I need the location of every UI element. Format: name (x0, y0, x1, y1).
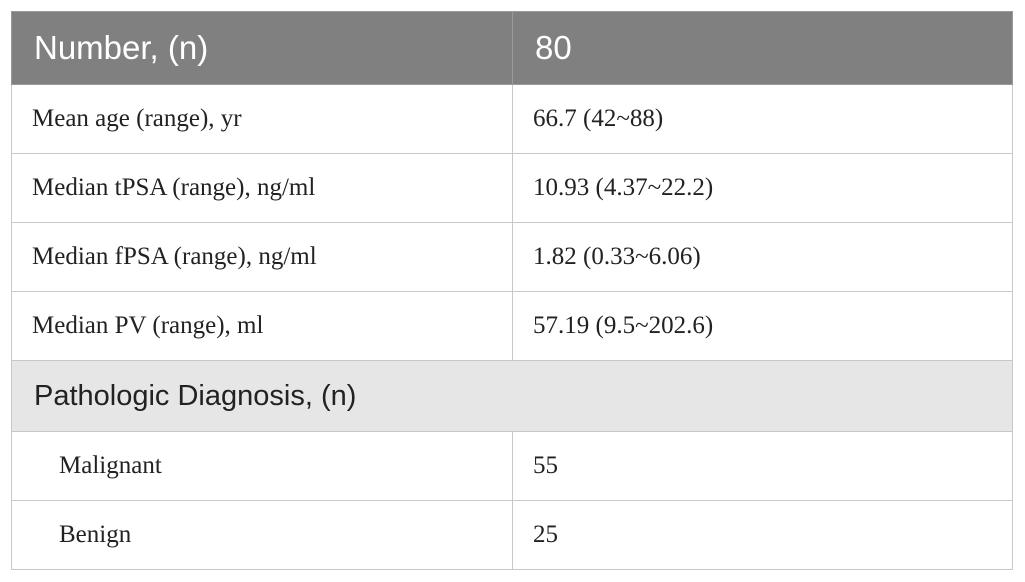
row-label-cell: Median tPSA (range), ng/ml (11, 153, 513, 223)
table-row: Malignant 55 (11, 431, 1013, 501)
patient-characteristics-table: Number, (n) 80 Mean age (range), yr 66.7… (11, 11, 1013, 570)
diagnosis-value-cell: 55 (512, 431, 1013, 501)
diagnosis-label-cell: Benign (11, 500, 513, 570)
section-title: Pathologic Diagnosis, (n) (11, 360, 1013, 432)
table-header-row: Number, (n) 80 (11, 11, 1013, 85)
patient-characteristics-table-container: Number, (n) 80 Mean age (range), yr 66.7… (11, 11, 1013, 570)
section-header-row: Pathologic Diagnosis, (n) (11, 360, 1013, 432)
table-row: Median fPSA (range), ng/ml 1.82 (0.33~6.… (11, 222, 1013, 292)
row-value-cell: 57.19 (9.5~202.6) (512, 291, 1013, 361)
header-value-cell: 80 (512, 11, 1013, 85)
table-row: Median PV (range), ml 57.19 (9.5~202.6) (11, 291, 1013, 361)
row-value-cell: 10.93 (4.37~22.2) (512, 153, 1013, 223)
table-row: Median tPSA (range), ng/ml 10.93 (4.37~2… (11, 153, 1013, 223)
row-label-cell: Median PV (range), ml (11, 291, 513, 361)
row-label-cell: Median fPSA (range), ng/ml (11, 222, 513, 292)
row-value-cell: 1.82 (0.33~6.06) (512, 222, 1013, 292)
table-row: Mean age (range), yr 66.7 (42~88) (11, 84, 1013, 154)
row-label-cell: Mean age (range), yr (11, 84, 513, 154)
row-value-cell: 66.7 (42~88) (512, 84, 1013, 154)
diagnosis-value-cell: 25 (512, 500, 1013, 570)
diagnosis-label-cell: Malignant (11, 431, 513, 501)
table-row: Benign 25 (11, 500, 1013, 570)
header-label-cell: Number, (n) (11, 11, 513, 85)
